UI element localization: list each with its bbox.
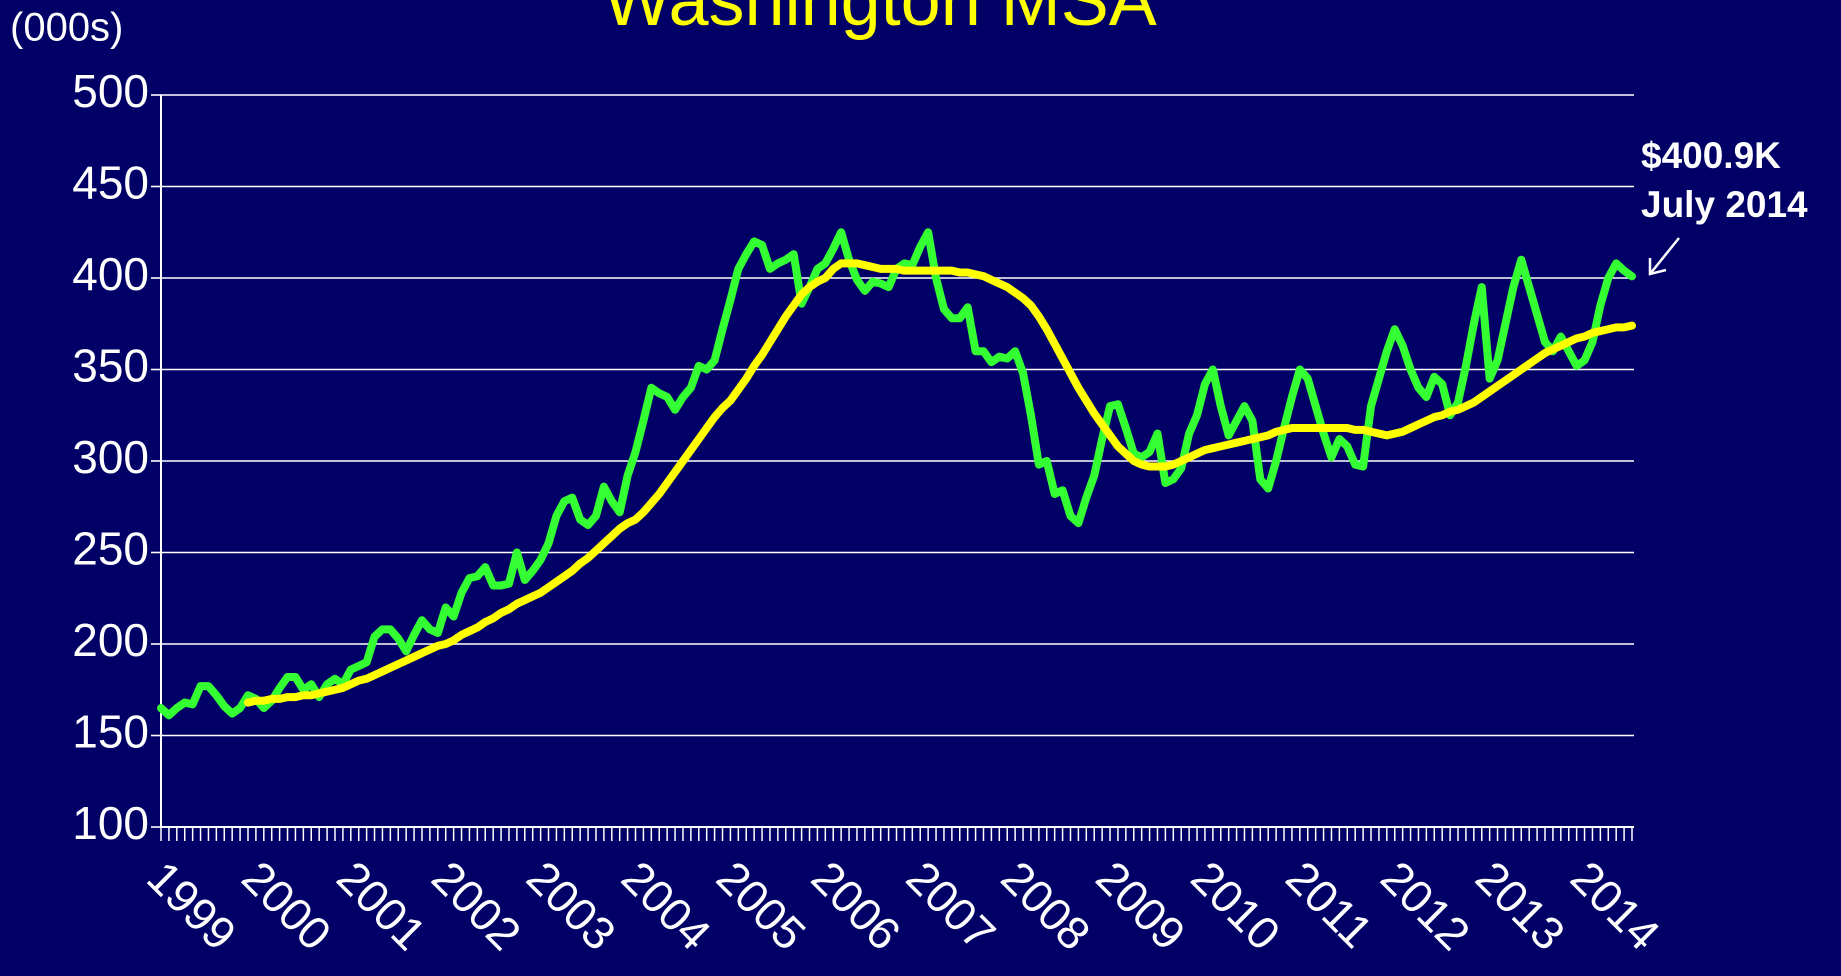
y-tick-label: 400	[72, 248, 149, 300]
annotation-value: $400.9K	[1641, 135, 1781, 176]
chart-title: Washington MSA	[603, 0, 1157, 41]
y-tick-label: 100	[72, 797, 149, 849]
y-unit-label: (000s)	[10, 6, 123, 50]
y-tick-label: 450	[72, 157, 149, 209]
y-tick-label: 500	[72, 65, 149, 117]
y-tick-label: 200	[72, 614, 149, 666]
y-tick-label: 350	[72, 340, 149, 392]
data-line	[243, 259, 1636, 707]
y-tick-label: 150	[72, 706, 149, 758]
annotation-date: July 2014	[1641, 184, 1808, 225]
y-tick-label: 250	[72, 523, 149, 575]
annotation-arrow	[1648, 237, 1680, 276]
y-tick-label: 300	[72, 431, 149, 483]
